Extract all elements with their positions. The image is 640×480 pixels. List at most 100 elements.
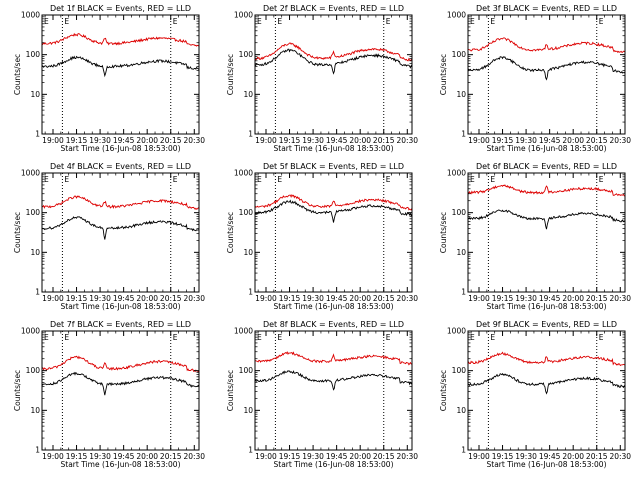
y-tick-label: 100 [452,366,467,375]
y-tick-label: 10 [30,90,40,99]
y-tick-label: 100 [26,208,41,217]
plot-frame [467,330,626,451]
lld-series-line [254,42,413,62]
marker-letter-e: E [277,333,282,342]
x-tick-label: 19:00 [468,452,490,461]
marker-letter-e: E [64,333,69,342]
x-tick-label: 19:15 [66,136,88,145]
x-tick-label: 19:45 [113,136,135,145]
y-tick-label: 1000 [21,11,40,20]
x-tick-label: 19:45 [113,294,135,303]
y-axis-label: Counts/sec [226,54,235,95]
y-tick-label: 100 [239,208,254,217]
marker-letter-e: E [470,333,475,342]
marker-letter-e: E [386,175,391,184]
marker-letter-e: E [257,175,262,184]
marker-letter-e: E [386,17,391,26]
plot-frame [254,14,413,135]
events-series-line [254,199,413,223]
panel-title: Det 6f BLACK = Events, RED = LLD [476,162,617,171]
plot-frame [254,330,413,451]
marker-letter-e: E [277,17,282,26]
marker-letter-e: E [470,17,475,26]
y-tick-label: 1000 [21,327,40,336]
plot-frame [41,330,200,451]
plot-frame [467,14,626,135]
plot-frame [467,172,626,293]
x-tick-label: 20:15 [160,452,182,461]
x-tick-label: 19:45 [539,294,561,303]
y-tick-label: 1000 [234,11,253,20]
y-tick-label: 10 [456,248,466,257]
events-series-line [41,55,200,78]
x-tick-label: 19:00 [255,136,277,145]
x-tick-label: 19:00 [255,294,277,303]
y-tick-label: 10 [243,406,253,415]
x-axis-label: Start Time (16-Jun-08 18:53:00) [61,460,181,469]
x-tick-label: 19:30 [302,452,324,461]
panel-title: Det 5f BLACK = Events, RED = LLD [263,162,404,171]
y-axis-label: Counts/sec [439,212,448,253]
y-tick-label: 1 [35,288,40,297]
x-tick-label: 19:45 [326,452,348,461]
x-tick-label: 20:15 [160,294,182,303]
x-tick-label: 19:30 [89,452,111,461]
plot-frame [41,172,200,293]
x-tick-label: 20:15 [160,136,182,145]
y-tick-label: 100 [452,50,467,59]
events-series-line [467,372,626,395]
x-tick-label: 19:45 [113,452,135,461]
x-tick-label: 20:30 [609,136,631,145]
marker-letter-e: E [64,175,69,184]
x-axis-label: Start Time (16-Jun-08 18:53:00) [274,302,394,311]
x-tick-label: 20:00 [136,136,158,145]
marker-letter-e: E [599,333,604,342]
x-axis-label: Start Time (16-Jun-08 18:53:00) [61,302,181,311]
x-tick-label: 20:00 [562,136,584,145]
marker-letter-e: E [173,175,178,184]
x-tick-label: 20:00 [349,294,371,303]
lld-series-line [41,32,200,47]
y-tick-label: 100 [239,50,254,59]
y-tick-label: 10 [30,406,40,415]
panel-title: Det 2f BLACK = Events, RED = LLD [263,4,404,13]
events-series-line [254,48,413,75]
y-tick-label: 1 [35,130,40,139]
y-tick-label: 1000 [447,327,466,336]
y-tick-label: 10 [30,248,40,257]
y-axis-label: Counts/sec [13,370,22,411]
events-series-line [41,216,200,240]
x-axis-label: Start Time (16-Jun-08 18:53:00) [487,144,607,153]
y-tick-label: 1000 [234,327,253,336]
x-tick-label: 20:30 [396,452,418,461]
y-tick-label: 100 [26,366,41,375]
panel-title: Det 9f BLACK = Events, RED = LLD [476,320,617,329]
panel-title: Det 3f BLACK = Events, RED = LLD [476,4,617,13]
y-tick-label: 1 [35,446,40,455]
x-tick-label: 19:00 [468,136,490,145]
panel-title: Det 1f BLACK = Events, RED = LLD [50,4,191,13]
x-tick-label: 19:45 [326,136,348,145]
x-tick-label: 19:00 [255,452,277,461]
x-tick-label: 19:15 [66,294,88,303]
x-tick-label: 19:00 [42,136,64,145]
x-tick-label: 19:15 [492,452,514,461]
marker-letter-e: E [173,333,178,342]
x-tick-label: 20:15 [373,294,395,303]
y-axis-label: Counts/sec [226,212,235,253]
x-tick-label: 19:45 [539,136,561,145]
x-tick-label: 20:30 [396,294,418,303]
marker-letter-e: E [490,175,495,184]
x-tick-label: 19:15 [492,136,514,145]
y-tick-label: 1 [461,446,466,455]
x-tick-label: 19:30 [302,136,324,145]
x-tick-label: 20:30 [396,136,418,145]
y-tick-label: 1 [248,446,253,455]
y-tick-label: 100 [26,50,41,59]
y-tick-label: 10 [243,248,253,257]
